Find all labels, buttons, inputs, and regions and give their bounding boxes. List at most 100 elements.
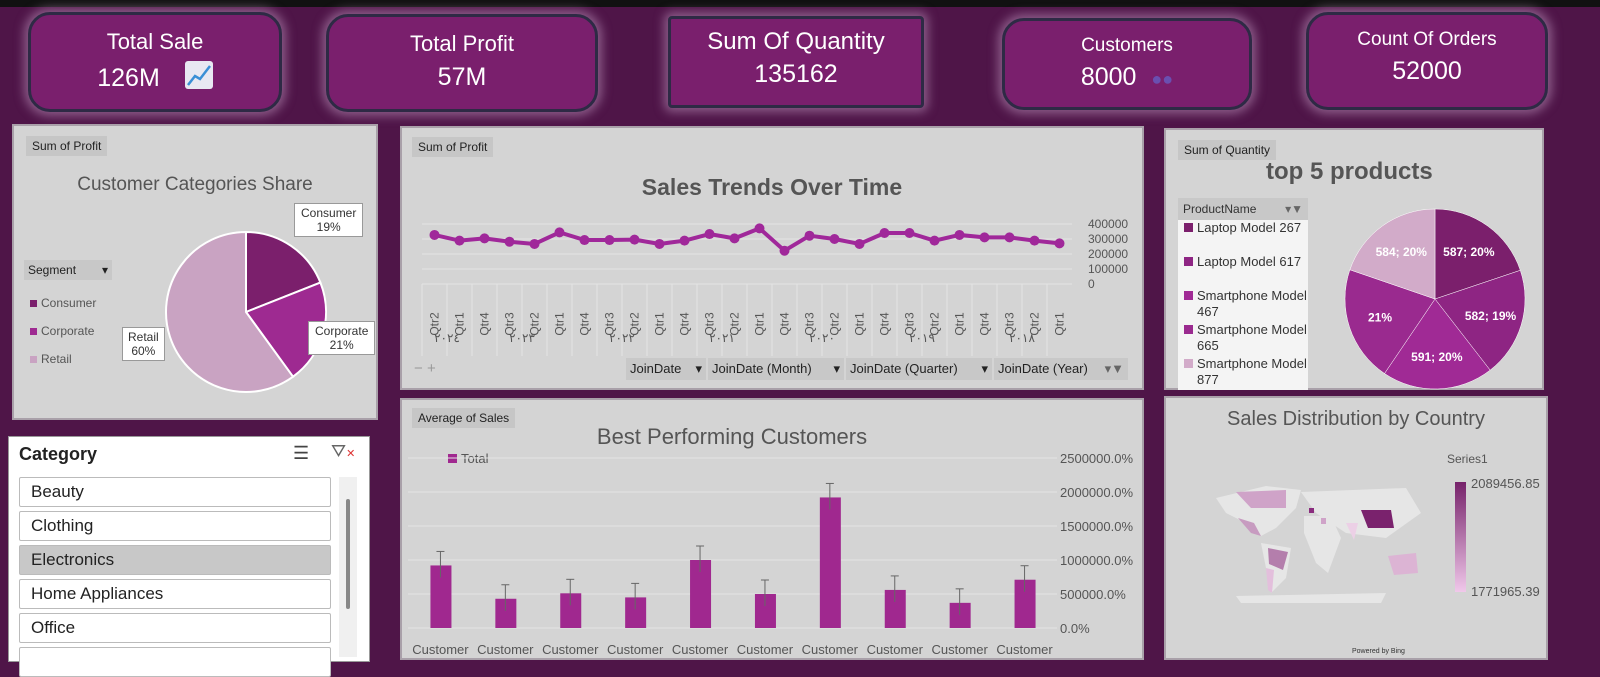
- chart-title: Sales Trends Over Time: [641, 174, 903, 200]
- joindate-year-field-button[interactable]: JoinDate (Year) ▾▼: [994, 358, 1128, 380]
- x-tick-label: Qtr2: [1028, 312, 1042, 336]
- country-spain: [1309, 508, 1314, 513]
- x-tick-label: Qtr3: [803, 312, 817, 336]
- year-label: ٢٠١٩: [909, 331, 935, 345]
- joindate-quarter-field-button[interactable]: JoinDate (Quarter) ▾: [846, 358, 992, 380]
- segment-pie-chart: [165, 230, 327, 393]
- kpi-value: 8000: [1080, 63, 1137, 91]
- customer-bar: [819, 497, 841, 628]
- segment-filter-button[interactable]: Segment ▾: [24, 260, 112, 280]
- year-label: ٢٠٢٣: [509, 331, 535, 345]
- data-point: [854, 238, 865, 249]
- country-egypt: [1321, 518, 1326, 524]
- customer-bar: [754, 594, 776, 628]
- year-label: ٢٠٢٠: [809, 331, 835, 345]
- data-point: [429, 229, 440, 240]
- legend-item: Smartphone Model 665: [1184, 322, 1308, 356]
- legend-item: Smartphone Model 877: [1184, 356, 1308, 390]
- x-tick-label: Qtr2: [928, 312, 942, 336]
- filter-icon: ▾▼: [1104, 361, 1124, 376]
- country-mexico: [1238, 518, 1261, 536]
- legend-item: Retail: [30, 345, 96, 373]
- x-tick-label: Customer: [802, 642, 859, 657]
- customer-categories-panel: Sum of Profit Customer Categories Share …: [12, 124, 378, 420]
- field-button-sum-of-profit[interactable]: Sum of Profit: [26, 136, 108, 156]
- x-tick-label: Qtr2: [428, 312, 442, 336]
- dropdown-arrow-icon: ▾: [101, 263, 108, 277]
- customer-bar: [495, 598, 517, 628]
- year-label: ٢٠٢٤: [434, 331, 460, 345]
- kpi-value: 57M: [437, 63, 487, 91]
- x-tick-label: Qtr2: [528, 312, 542, 336]
- segment-slice: [165, 230, 295, 393]
- x-tick-label: Qtr4: [878, 312, 892, 336]
- x-tick-label: Customer: [931, 642, 988, 657]
- collapse-button[interactable]: − +: [414, 360, 436, 377]
- kpi-title: Total Sale: [106, 29, 204, 54]
- country-australia: [1388, 553, 1418, 575]
- x-tick-label: Customer: [996, 642, 1053, 657]
- kpi-value: 126M: [97, 64, 160, 92]
- x-tick-label: Qtr4: [578, 312, 592, 336]
- joindate-month-field-button[interactable]: JoinDate (Month) ▾: [708, 358, 844, 380]
- product-slice: [1344, 269, 1436, 374]
- kpi-sum-of-quantity: Sum Of Quantity 135162: [668, 16, 924, 108]
- data-point: [479, 233, 490, 244]
- x-tick-label: Qtr2: [628, 312, 642, 336]
- legend-item: Laptop Model 617: [1184, 254, 1308, 288]
- clear-filter-icon[interactable]: ⛛✕: [331, 441, 356, 461]
- x-tick-label: Qtr3: [603, 312, 617, 336]
- customer-bar: [690, 560, 712, 628]
- map-series-label: Series1: [1447, 452, 1488, 466]
- multi-select-icon[interactable]: ☰: [293, 443, 310, 463]
- data-point: [804, 230, 815, 241]
- legend-item: Corporate: [30, 317, 96, 345]
- kpi-customers: Customers 8000 ●●: [1002, 18, 1252, 110]
- data-point: [504, 236, 515, 247]
- x-tick-label: Qtr3: [503, 312, 517, 336]
- kpi-count-of-orders: Count Of Orders 52000: [1306, 12, 1548, 110]
- x-tick-label: Customer: [477, 642, 534, 657]
- data-point: [454, 235, 465, 246]
- people-icon: ●●: [1151, 69, 1174, 89]
- productname-filter-button[interactable]: ProductName ▾▼: [1178, 198, 1308, 220]
- x-tick-label: Qtr1: [553, 312, 567, 336]
- color-scale-max: 2089456.85: [1471, 476, 1540, 491]
- kpi-value: 135162: [754, 60, 838, 88]
- slicer-item[interactable]: Office: [19, 613, 331, 643]
- color-scale-min: 1771965.39: [1471, 584, 1540, 599]
- slicer-scrollbar[interactable]: [339, 477, 357, 657]
- joindate-field-button[interactable]: JoinDate ▾: [626, 358, 706, 380]
- y-tick-label: 0.0%: [1060, 621, 1090, 636]
- field-button-sum-of-quantity[interactable]: Sum of Quantity: [1178, 140, 1277, 160]
- africa: [1304, 516, 1341, 573]
- data-label-consumer: Consumer 19%: [294, 203, 364, 237]
- kpi-title: Total Profit: [410, 31, 514, 56]
- y-tick-label: 2000000.0%: [1060, 485, 1133, 500]
- slicer-title: Category: [19, 444, 98, 464]
- x-tick-label: Qtr3: [903, 312, 917, 336]
- scrollbar-thumb[interactable]: [346, 499, 350, 609]
- data-point: [654, 238, 665, 249]
- category-slicer: Category ☰ ⛛✕ Beauty Clothing Electronics H…: [8, 436, 370, 677]
- country-map-panel: Sales Distribution by Country Series1 20…: [1164, 396, 1548, 660]
- expand-button[interactable]: +: [426, 360, 436, 377]
- x-tick-label: Qtr4: [778, 312, 792, 336]
- slicer-item[interactable]: Electronics: [19, 545, 331, 575]
- map-credit: Powered by Bing: [1352, 648, 1405, 655]
- slicer-item[interactable]: Clothing: [19, 511, 331, 541]
- chart-title: Sales Distribution by Country: [1227, 408, 1485, 430]
- slicer-item[interactable]: Home Appliances: [19, 579, 331, 609]
- slicer-item[interactable]: Beauty: [19, 477, 331, 507]
- data-point: [529, 238, 540, 249]
- slicer-item[interactable]: [19, 647, 331, 677]
- x-tick-label: Qtr3: [703, 312, 717, 336]
- y-tick-label: 1500000.0%: [1060, 519, 1133, 534]
- country-argentina: [1266, 568, 1274, 593]
- x-tick-label: Qtr1: [953, 312, 967, 336]
- world-map: [1216, 486, 1421, 603]
- kpi-total-sale: Total Sale 126M: [28, 12, 282, 112]
- field-button-sum-of-profit[interactable]: Sum of Profit: [412, 137, 494, 157]
- field-button-average-of-sales[interactable]: Average of Sales: [412, 408, 516, 428]
- data-point: [1029, 235, 1040, 246]
